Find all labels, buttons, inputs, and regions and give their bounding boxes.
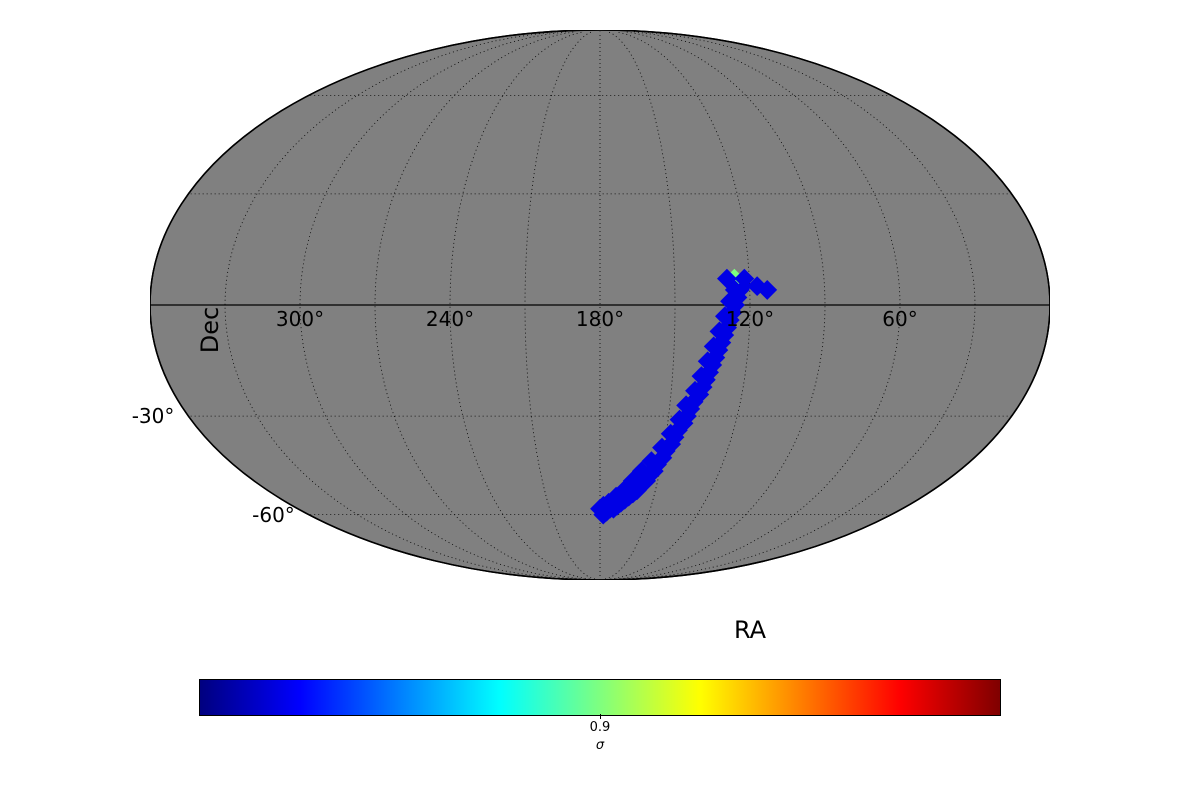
ra-tick-label: 300° <box>276 307 324 331</box>
ra-tick-label: 120° <box>726 307 774 331</box>
dec-tick-label: -30° <box>132 404 179 428</box>
colorbar-tick-mark <box>600 714 601 719</box>
dec-tick-label: -60° <box>252 503 299 527</box>
mollweide-svg <box>150 30 1050 580</box>
colorbar-svg <box>200 680 1000 715</box>
colorbar: 0.9 σ <box>200 680 1000 715</box>
ra-tick-label: 60° <box>882 307 917 331</box>
ra-tick-label: 180° <box>576 307 624 331</box>
ra-tick-label: 240° <box>426 307 474 331</box>
mollweide-plot: Dec RA -60°-30° 300°240°180°120°60° <box>150 30 1050 580</box>
y-axis-label: Dec <box>196 307 224 353</box>
x-axis-label: RA <box>734 616 766 644</box>
figure: Dec RA -60° -30° 300° 240° 180° 120° 60° 0.9 … <box>0 0 1200 800</box>
colorbar-tick-label: 0.9 <box>590 720 611 735</box>
colorbar-label: σ <box>596 738 604 753</box>
